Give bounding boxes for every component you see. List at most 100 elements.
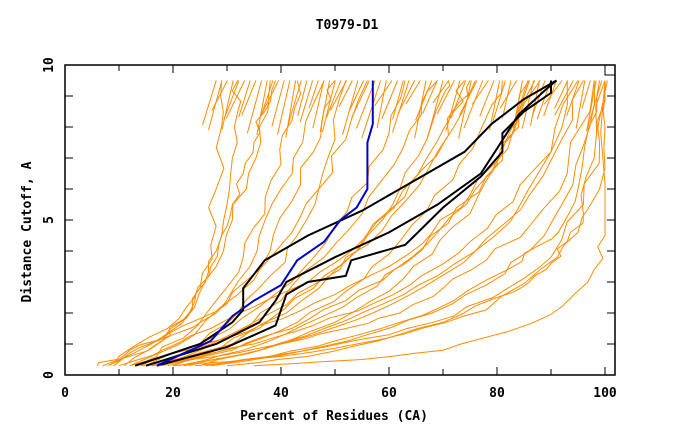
x-axis-label: Percent of Residues (CA) bbox=[240, 409, 428, 424]
model-hatch-line bbox=[271, 80, 285, 127]
model-21-curve bbox=[140, 80, 406, 367]
model-hatch-line bbox=[531, 80, 546, 116]
model-hatch-line bbox=[338, 80, 353, 108]
x-tick-label: 100 bbox=[593, 386, 617, 401]
model-hatch-line bbox=[445, 80, 461, 132]
model-02-curve bbox=[102, 80, 325, 367]
model-hatch-line bbox=[554, 80, 574, 116]
reference-3-curve bbox=[156, 80, 552, 367]
model-hatch-line bbox=[297, 80, 308, 116]
model-15-curve bbox=[162, 80, 465, 367]
model-hatch-line bbox=[260, 80, 274, 116]
model-hatch-line bbox=[381, 80, 399, 120]
model-22-curve bbox=[151, 80, 471, 367]
model-hatch-line bbox=[405, 80, 421, 105]
model-25-curve bbox=[189, 80, 584, 367]
model-01-curve bbox=[96, 80, 277, 366]
model-hatch-line bbox=[246, 80, 263, 134]
y-tick-label: 10 bbox=[42, 57, 57, 73]
x-tick-label: 0 bbox=[61, 386, 69, 401]
model-04-curve bbox=[118, 80, 476, 367]
model-hatch-line bbox=[586, 80, 603, 132]
model-hatch-line bbox=[256, 80, 268, 136]
model-hatch-line bbox=[543, 80, 557, 117]
model-29-curve bbox=[210, 80, 596, 367]
model-19-curve bbox=[226, 80, 606, 367]
model-hatch-line bbox=[223, 80, 240, 120]
reference-2-curve bbox=[145, 79, 558, 367]
model-hatch-line bbox=[277, 80, 291, 135]
model-10-curve bbox=[253, 80, 606, 367]
model-hatch-line bbox=[432, 80, 450, 104]
chart-title: T0979-D1 bbox=[316, 18, 379, 33]
model-hatch-line bbox=[415, 80, 433, 121]
x-tick-label: 60 bbox=[381, 386, 397, 401]
model-hatch-line bbox=[521, 80, 535, 129]
model-26-curve bbox=[199, 80, 530, 367]
model-hatch-line bbox=[463, 80, 484, 129]
model-07-curve bbox=[151, 80, 595, 367]
model-hatch-line bbox=[287, 80, 302, 126]
model-hatch-line bbox=[348, 80, 365, 113]
model-18-curve bbox=[205, 80, 601, 367]
highlight-curves bbox=[134, 79, 558, 367]
axis-ticks bbox=[64, 64, 615, 376]
model-hatch-line bbox=[342, 80, 359, 136]
model-hatch-line bbox=[374, 80, 393, 107]
model-hatch-line bbox=[543, 80, 563, 105]
model-hatch-line bbox=[312, 80, 325, 129]
model-hatch-line bbox=[319, 80, 331, 132]
model-08-curve bbox=[172, 80, 606, 367]
model-hatch-line bbox=[566, 80, 580, 117]
model-hatch-line bbox=[499, 80, 518, 109]
model-hatch-line bbox=[581, 80, 591, 109]
highlighted-model-curve bbox=[156, 80, 374, 367]
model-hatch-line bbox=[422, 80, 438, 114]
model-hatch-line bbox=[285, 80, 297, 138]
x-tick-label: 40 bbox=[273, 386, 289, 401]
model-hatch-line bbox=[241, 80, 257, 116]
model-hatch-line bbox=[225, 80, 246, 119]
model-hatch-line bbox=[351, 80, 370, 119]
model-hatch-line bbox=[321, 80, 336, 133]
model-hatch-line bbox=[554, 80, 569, 109]
model-14-curve bbox=[145, 80, 347, 367]
model-hatch-line bbox=[376, 80, 387, 129]
y-tick-label: 5 bbox=[42, 216, 57, 224]
model-hatch-line bbox=[361, 80, 382, 139]
x-tick-label: 20 bbox=[165, 386, 181, 401]
model-hatch-line bbox=[211, 80, 228, 111]
x-tick-label: 80 bbox=[489, 386, 505, 401]
model-hatch-line bbox=[207, 80, 223, 131]
model-hatch-line bbox=[471, 80, 489, 105]
model-03-curve bbox=[113, 80, 368, 367]
model-curves bbox=[96, 80, 608, 367]
model-hatch-line bbox=[436, 80, 455, 115]
y-tick-labels: 0 5 10 bbox=[42, 57, 57, 379]
model-hatch-line bbox=[586, 80, 597, 131]
model-27-curve bbox=[113, 80, 225, 367]
model-hatch-line bbox=[397, 80, 416, 115]
model-hatch-line bbox=[325, 80, 342, 119]
model-30-curve bbox=[162, 80, 451, 367]
model-hatch-line bbox=[308, 80, 319, 109]
model-hatch-line bbox=[392, 80, 404, 120]
model-hatch-line bbox=[202, 80, 217, 126]
y-axis-label: Distance Cutoff, A bbox=[20, 161, 35, 302]
model-hatch-line bbox=[489, 80, 501, 131]
x-tick-labels: 0 20 40 60 80 100 bbox=[61, 386, 617, 401]
model-hatch-line bbox=[299, 80, 314, 123]
model-hatch-line bbox=[458, 80, 472, 139]
corner-box bbox=[604, 64, 616, 76]
model-hatch-line bbox=[238, 80, 251, 118]
model-28-curve bbox=[172, 80, 503, 367]
y-tick-label: 0 bbox=[42, 371, 57, 379]
model-12-curve bbox=[124, 80, 271, 367]
model-hatch-line bbox=[427, 80, 444, 138]
model-hatch-line bbox=[329, 80, 348, 111]
model-hatch-line bbox=[260, 80, 280, 116]
model-hatch-line bbox=[392, 80, 410, 133]
model-09-curve bbox=[194, 80, 606, 367]
model-hatch-line bbox=[450, 80, 467, 119]
